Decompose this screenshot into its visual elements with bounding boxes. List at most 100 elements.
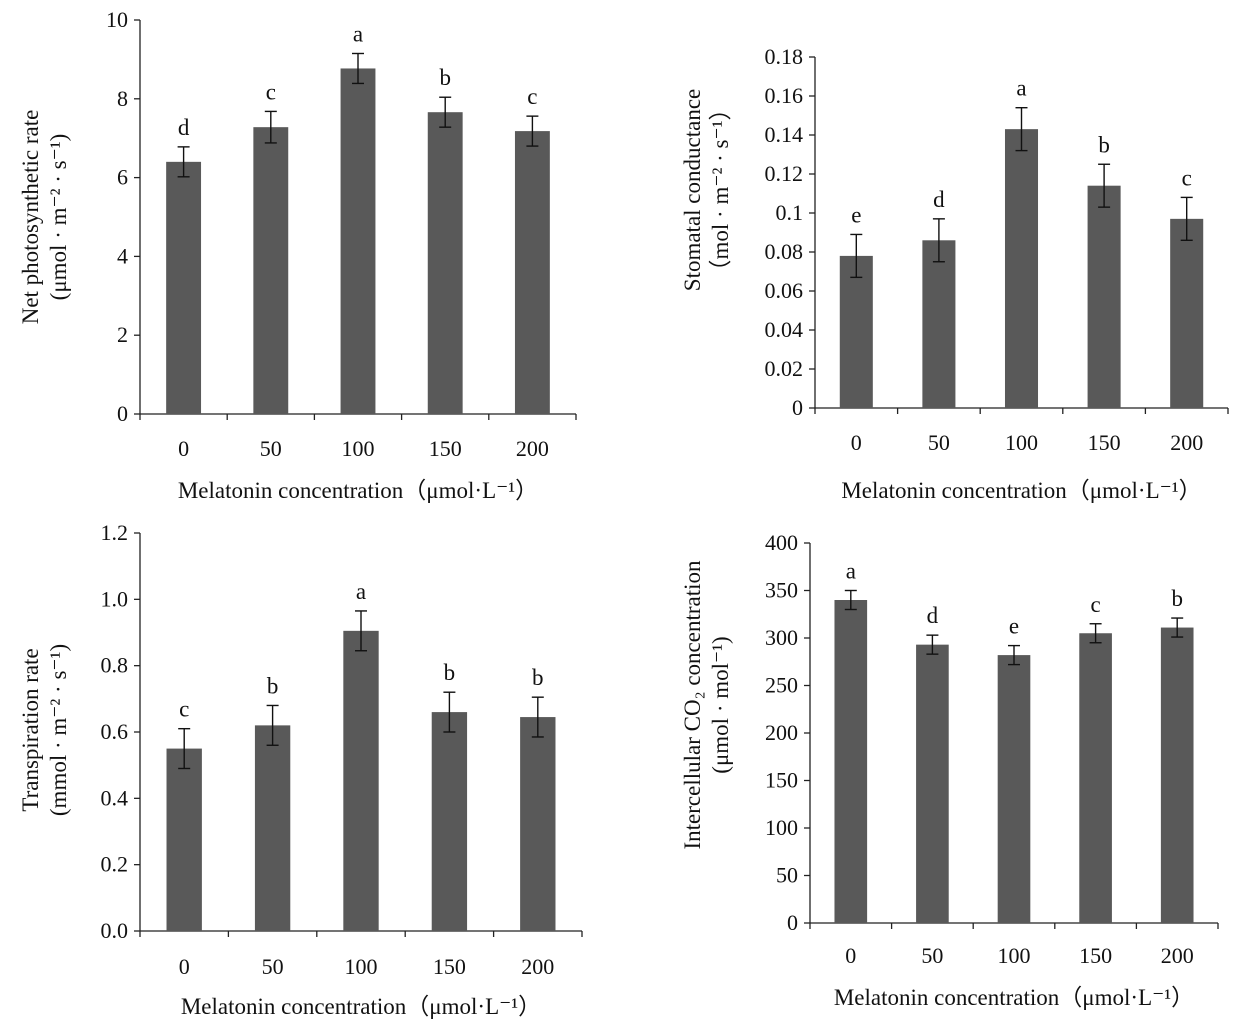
significance-label: c xyxy=(266,79,276,104)
bar xyxy=(839,255,873,408)
y-tick-label: 1.2 xyxy=(101,520,129,545)
significance-label: c xyxy=(1182,165,1192,190)
bar xyxy=(1079,633,1112,923)
y-tick-label: 400 xyxy=(765,530,798,555)
significance-label: b xyxy=(439,65,451,90)
y-tick-label: 4 xyxy=(117,243,128,268)
y-axis-title-line1: Transpiration rate xyxy=(18,648,43,811)
significance-label: e xyxy=(851,202,861,227)
significance-label: d xyxy=(927,603,939,628)
y-axis-title-line1: Stomatal conductance xyxy=(680,89,705,291)
y-tick-label: 0.0 xyxy=(101,918,129,943)
y-axis-title: Transpiration rate (mmol · m⁻² · s⁻¹) xyxy=(18,644,71,816)
y-tick-label: 0.14 xyxy=(765,122,804,147)
y-tick-label: 100 xyxy=(765,815,798,840)
x-axis-title: Melatonin concentration（μmol·L⁻¹） xyxy=(841,478,1201,503)
x-tick-label: 0 xyxy=(178,436,189,461)
x-tick-label: 50 xyxy=(921,943,943,968)
bar xyxy=(253,127,289,414)
significance-label: a xyxy=(356,579,366,604)
significance-label: c xyxy=(179,697,189,722)
y-tick-label: 0.2 xyxy=(101,852,129,877)
bar xyxy=(427,112,463,415)
bar xyxy=(340,68,376,414)
significance-label: d xyxy=(178,115,190,140)
y-axis-title-line1: Net photosynthetic rate xyxy=(18,110,43,325)
y-tick-label: 0.08 xyxy=(765,239,804,264)
significance-label: e xyxy=(1009,614,1019,639)
y-tick-label: 10 xyxy=(106,7,128,32)
y-tick-label: 0.12 xyxy=(765,161,804,186)
x-axis-title: Melatonin concentration（μmol·L⁻¹） xyxy=(834,985,1194,1010)
significance-label: b xyxy=(444,660,456,685)
bar xyxy=(343,630,379,931)
significance-label: a xyxy=(353,21,363,46)
bar xyxy=(916,644,949,923)
x-axis-title: Melatonin concentration（μmol·L⁻¹） xyxy=(178,478,538,503)
y-tick-label: 300 xyxy=(765,625,798,650)
y-tick-label: 250 xyxy=(765,673,798,698)
significance-label: b xyxy=(267,673,279,698)
x-tick-label: 200 xyxy=(521,954,554,979)
significance-label: a xyxy=(1016,76,1026,101)
y-axis-title-line2: (μmol · mol⁻¹) xyxy=(708,636,733,773)
x-tick-label: 0 xyxy=(179,954,190,979)
y-tick-label: 0.1 xyxy=(776,200,804,225)
x-tick-label: 200 xyxy=(1170,430,1203,455)
y-tick-label: 0 xyxy=(117,401,128,426)
x-tick-label: 50 xyxy=(262,954,284,979)
y-axis-title: Intercellular CO₂ concentration (μmol · m… xyxy=(680,560,733,850)
y-tick-label: 0.02 xyxy=(765,356,804,381)
y-tick-label: 350 xyxy=(765,578,798,603)
y-axis-title-line1: Intercellular CO₂ concentration xyxy=(680,560,705,850)
y-tick-label: 200 xyxy=(765,720,798,745)
x-tick-label: 150 xyxy=(1079,943,1112,968)
y-tick-label: 0 xyxy=(792,395,803,420)
x-tick-label: 0 xyxy=(851,430,862,455)
y-tick-label: 8 xyxy=(117,86,128,111)
significance-label: c xyxy=(527,84,537,109)
bar xyxy=(1087,185,1121,408)
significance-label: b xyxy=(1171,586,1183,611)
y-tick-label: 2 xyxy=(117,322,128,347)
x-tick-label: 100 xyxy=(345,954,378,979)
bar xyxy=(166,161,202,414)
x-tick-label: 150 xyxy=(433,954,466,979)
x-tick-label: 150 xyxy=(1088,430,1121,455)
x-tick-label: 200 xyxy=(516,436,549,461)
y-axis-title: Net photosynthetic rate (μmol · m⁻² · s⁻¹… xyxy=(18,110,71,325)
y-tick-label: 0.18 xyxy=(765,44,804,69)
y-tick-label: 0.4 xyxy=(101,785,129,810)
x-tick-label: 200 xyxy=(1161,943,1194,968)
bar xyxy=(1004,129,1039,408)
significance-label: b xyxy=(532,665,544,690)
y-tick-label: 150 xyxy=(765,768,798,793)
x-tick-label: 0 xyxy=(845,943,856,968)
y-tick-label: 0.16 xyxy=(765,83,804,108)
significance-label: d xyxy=(933,187,945,212)
y-tick-label: 6 xyxy=(117,165,128,190)
x-tick-label: 50 xyxy=(260,436,282,461)
y-axis-title-line2: (mmol · m⁻² · s⁻¹) xyxy=(46,644,71,816)
bar xyxy=(514,131,550,414)
y-tick-label: 0.06 xyxy=(765,278,804,303)
significance-label: a xyxy=(846,559,856,584)
bar xyxy=(431,712,468,931)
significance-label: b xyxy=(1098,132,1110,157)
bar xyxy=(520,717,556,931)
significance-label: c xyxy=(1090,592,1100,617)
bar xyxy=(922,240,956,408)
bar xyxy=(1160,627,1194,923)
bar xyxy=(166,748,202,931)
y-axis-title: Stomatal conductance （mol · m⁻² · s⁻¹） xyxy=(680,89,733,291)
bar xyxy=(834,600,868,923)
y-axis-title-line2: （mol · m⁻² · s⁻¹） xyxy=(708,97,733,282)
y-tick-label: 0 xyxy=(787,910,798,935)
bar xyxy=(1170,218,1204,408)
y-tick-label: 0.6 xyxy=(101,719,129,744)
x-tick-label: 100 xyxy=(342,436,375,461)
bar xyxy=(997,655,1031,923)
x-tick-label: 100 xyxy=(998,943,1031,968)
